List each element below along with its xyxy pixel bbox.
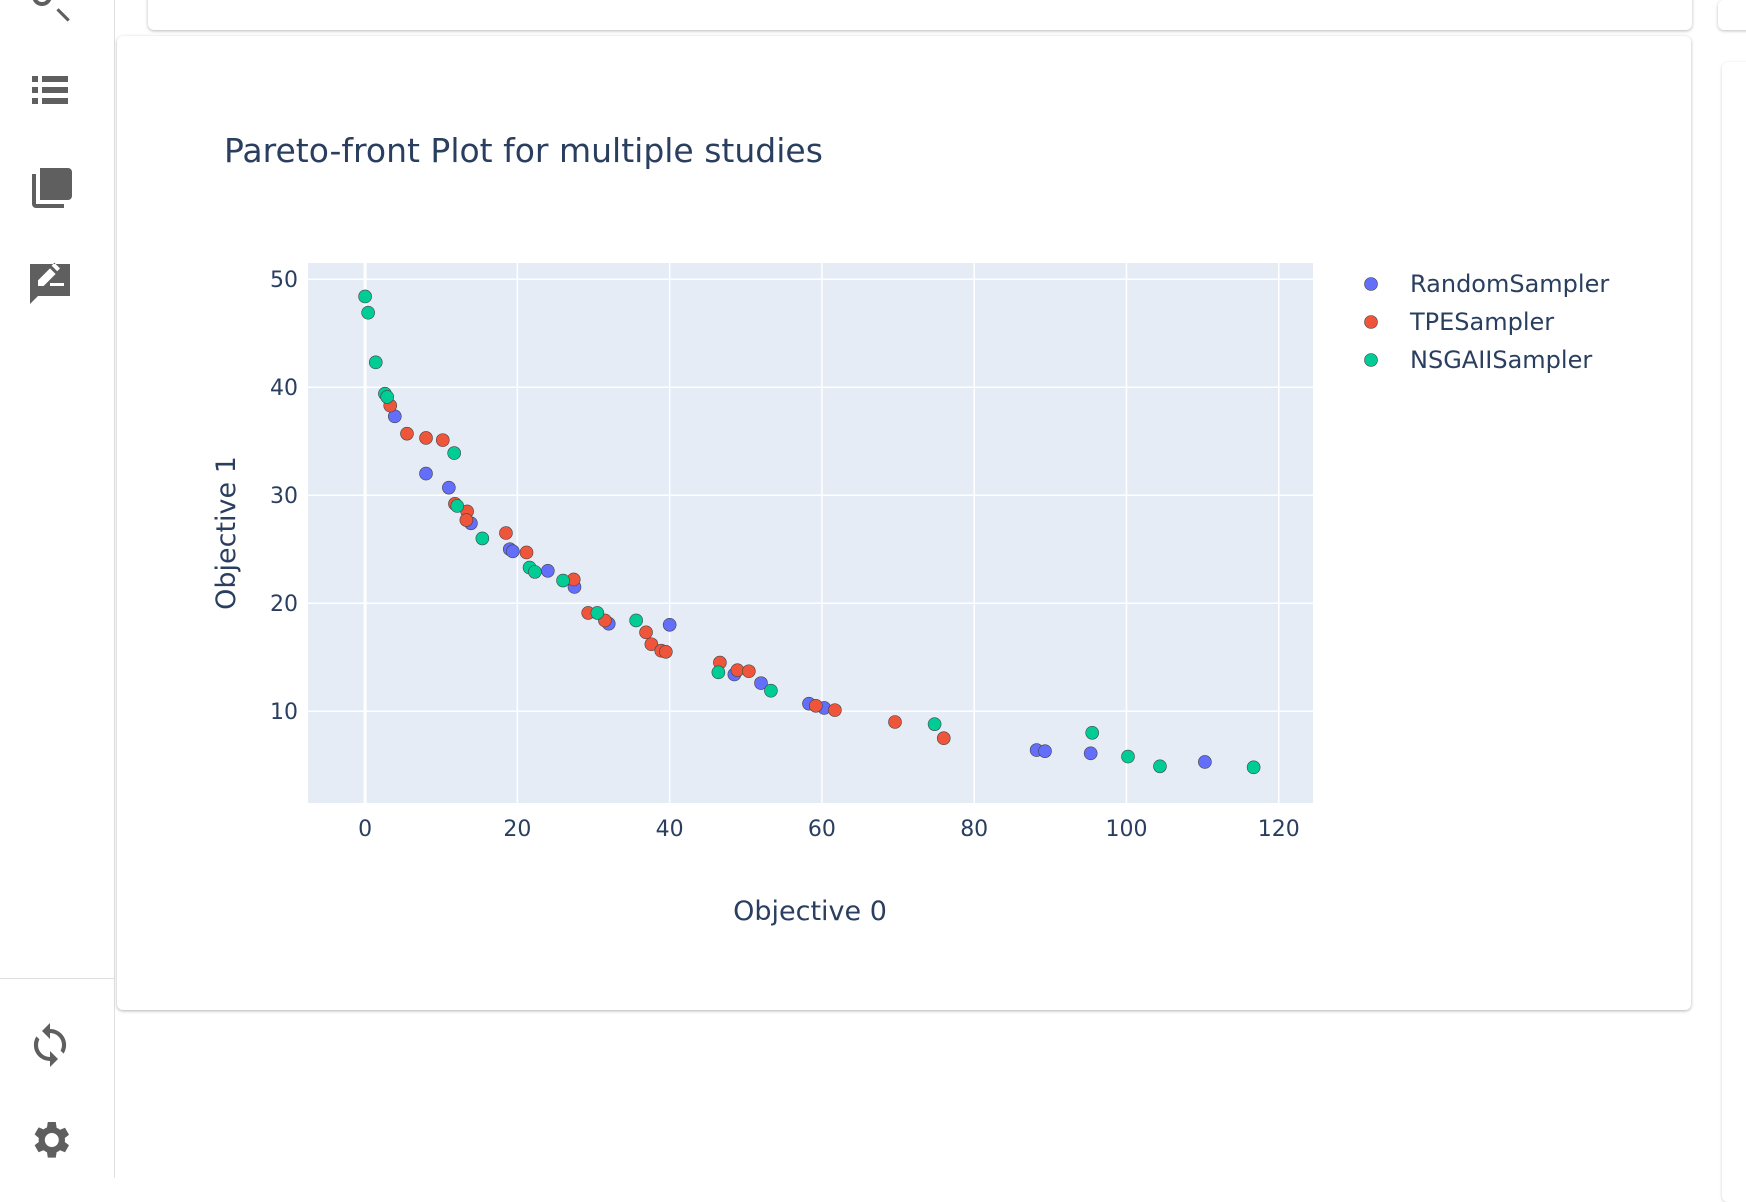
- data-point[interactable]: [1246, 760, 1261, 775]
- data-point[interactable]: [809, 698, 823, 713]
- data-point[interactable]: [754, 676, 768, 690]
- data-point[interactable]: [475, 531, 490, 546]
- search-results-icon[interactable]: [26, 0, 74, 26]
- table-icon[interactable]: [26, 164, 74, 212]
- right-panel: [1722, 62, 1746, 1202]
- pareto-front-chart[interactable]: Pareto-front Plot for multiple studies 1…: [117, 36, 1691, 1010]
- data-point[interactable]: [927, 717, 942, 731]
- data-point[interactable]: [519, 545, 534, 560]
- x-tick-label: 80: [960, 817, 988, 842]
- data-point[interactable]: [590, 606, 605, 620]
- settings-icon[interactable]: [26, 1116, 74, 1164]
- data-point[interactable]: [1153, 759, 1167, 774]
- x-tick-label: 0: [358, 817, 372, 842]
- legend-marker[interactable]: [1364, 277, 1378, 291]
- x-tick-label: 120: [1258, 817, 1300, 842]
- sidebar: [0, 0, 115, 1178]
- data-point[interactable]: [556, 573, 570, 588]
- data-points: [358, 289, 1261, 775]
- data-point[interactable]: [936, 731, 951, 746]
- data-point[interactable]: [435, 433, 450, 447]
- x-ticks: 0 20 40 60 80 100 120: [358, 817, 1300, 842]
- legend-label[interactable]: NSGAIISampler: [1410, 346, 1592, 374]
- data-point[interactable]: [419, 431, 433, 445]
- previous-card: [148, 0, 1692, 30]
- data-point[interactable]: [447, 446, 461, 460]
- legend-marker[interactable]: [1364, 353, 1378, 367]
- y-tick-label: 50: [270, 268, 298, 293]
- data-point[interactable]: [730, 663, 745, 677]
- data-point[interactable]: [1038, 744, 1052, 758]
- data-point[interactable]: [419, 466, 433, 481]
- list-icon[interactable]: [26, 66, 74, 114]
- data-point[interactable]: [764, 683, 778, 698]
- data-point[interactable]: [459, 513, 474, 527]
- y-tick-label: 20: [270, 592, 298, 617]
- data-point[interactable]: [528, 565, 542, 579]
- right-panel-edge: [1718, 0, 1746, 30]
- data-point[interactable]: [639, 625, 653, 640]
- legend[interactable]: RandomSampler TPESampler NSGAIISampler: [1364, 270, 1610, 374]
- data-point[interactable]: [659, 644, 673, 659]
- y-tick-label: 40: [270, 376, 298, 401]
- data-point[interactable]: [450, 499, 465, 513]
- legend-label[interactable]: TPESampler: [1409, 308, 1554, 336]
- data-point[interactable]: [506, 544, 520, 559]
- data-point[interactable]: [1198, 755, 1212, 769]
- y-axis-title: Objective 1: [211, 456, 242, 610]
- legend-label[interactable]: RandomSampler: [1410, 270, 1609, 298]
- data-point[interactable]: [888, 715, 902, 729]
- x-axis-title: Objective 0: [733, 896, 887, 927]
- chart-title: Pareto-front Plot for multiple studies: [224, 131, 823, 170]
- data-point[interactable]: [629, 613, 643, 628]
- x-tick-label: 100: [1105, 817, 1147, 842]
- data-point[interactable]: [442, 480, 456, 495]
- data-point[interactable]: [541, 563, 555, 578]
- data-point[interactable]: [380, 390, 394, 404]
- data-point[interactable]: [361, 305, 375, 320]
- data-point[interactable]: [400, 426, 414, 441]
- data-point[interactable]: [662, 617, 677, 632]
- data-point[interactable]: [828, 703, 842, 717]
- data-point[interactable]: [1085, 725, 1100, 740]
- sidebar-divider: [0, 978, 114, 979]
- data-point[interactable]: [368, 355, 383, 370]
- plot-area[interactable]: [308, 263, 1313, 803]
- y-tick-label: 30: [270, 484, 298, 509]
- data-point[interactable]: [644, 637, 659, 652]
- x-tick-label: 20: [503, 817, 531, 842]
- x-tick-label: 40: [656, 817, 684, 842]
- grid: [308, 263, 1313, 803]
- y-ticks: 10 20 30 40 50: [270, 268, 298, 725]
- data-point[interactable]: [499, 526, 513, 540]
- data-point[interactable]: [1121, 749, 1135, 764]
- y-tick-label: 10: [270, 700, 298, 725]
- data-point[interactable]: [1083, 746, 1098, 761]
- data-point[interactable]: [711, 665, 726, 680]
- refresh-icon[interactable]: [26, 1021, 74, 1069]
- x-tick-label: 60: [808, 817, 836, 842]
- data-point[interactable]: [358, 289, 372, 304]
- data-point[interactable]: [742, 664, 756, 679]
- legend-marker[interactable]: [1364, 315, 1378, 329]
- pareto-front-card: Pareto-front Plot for multiple studies 1…: [117, 36, 1691, 1010]
- note-icon[interactable]: [26, 258, 74, 306]
